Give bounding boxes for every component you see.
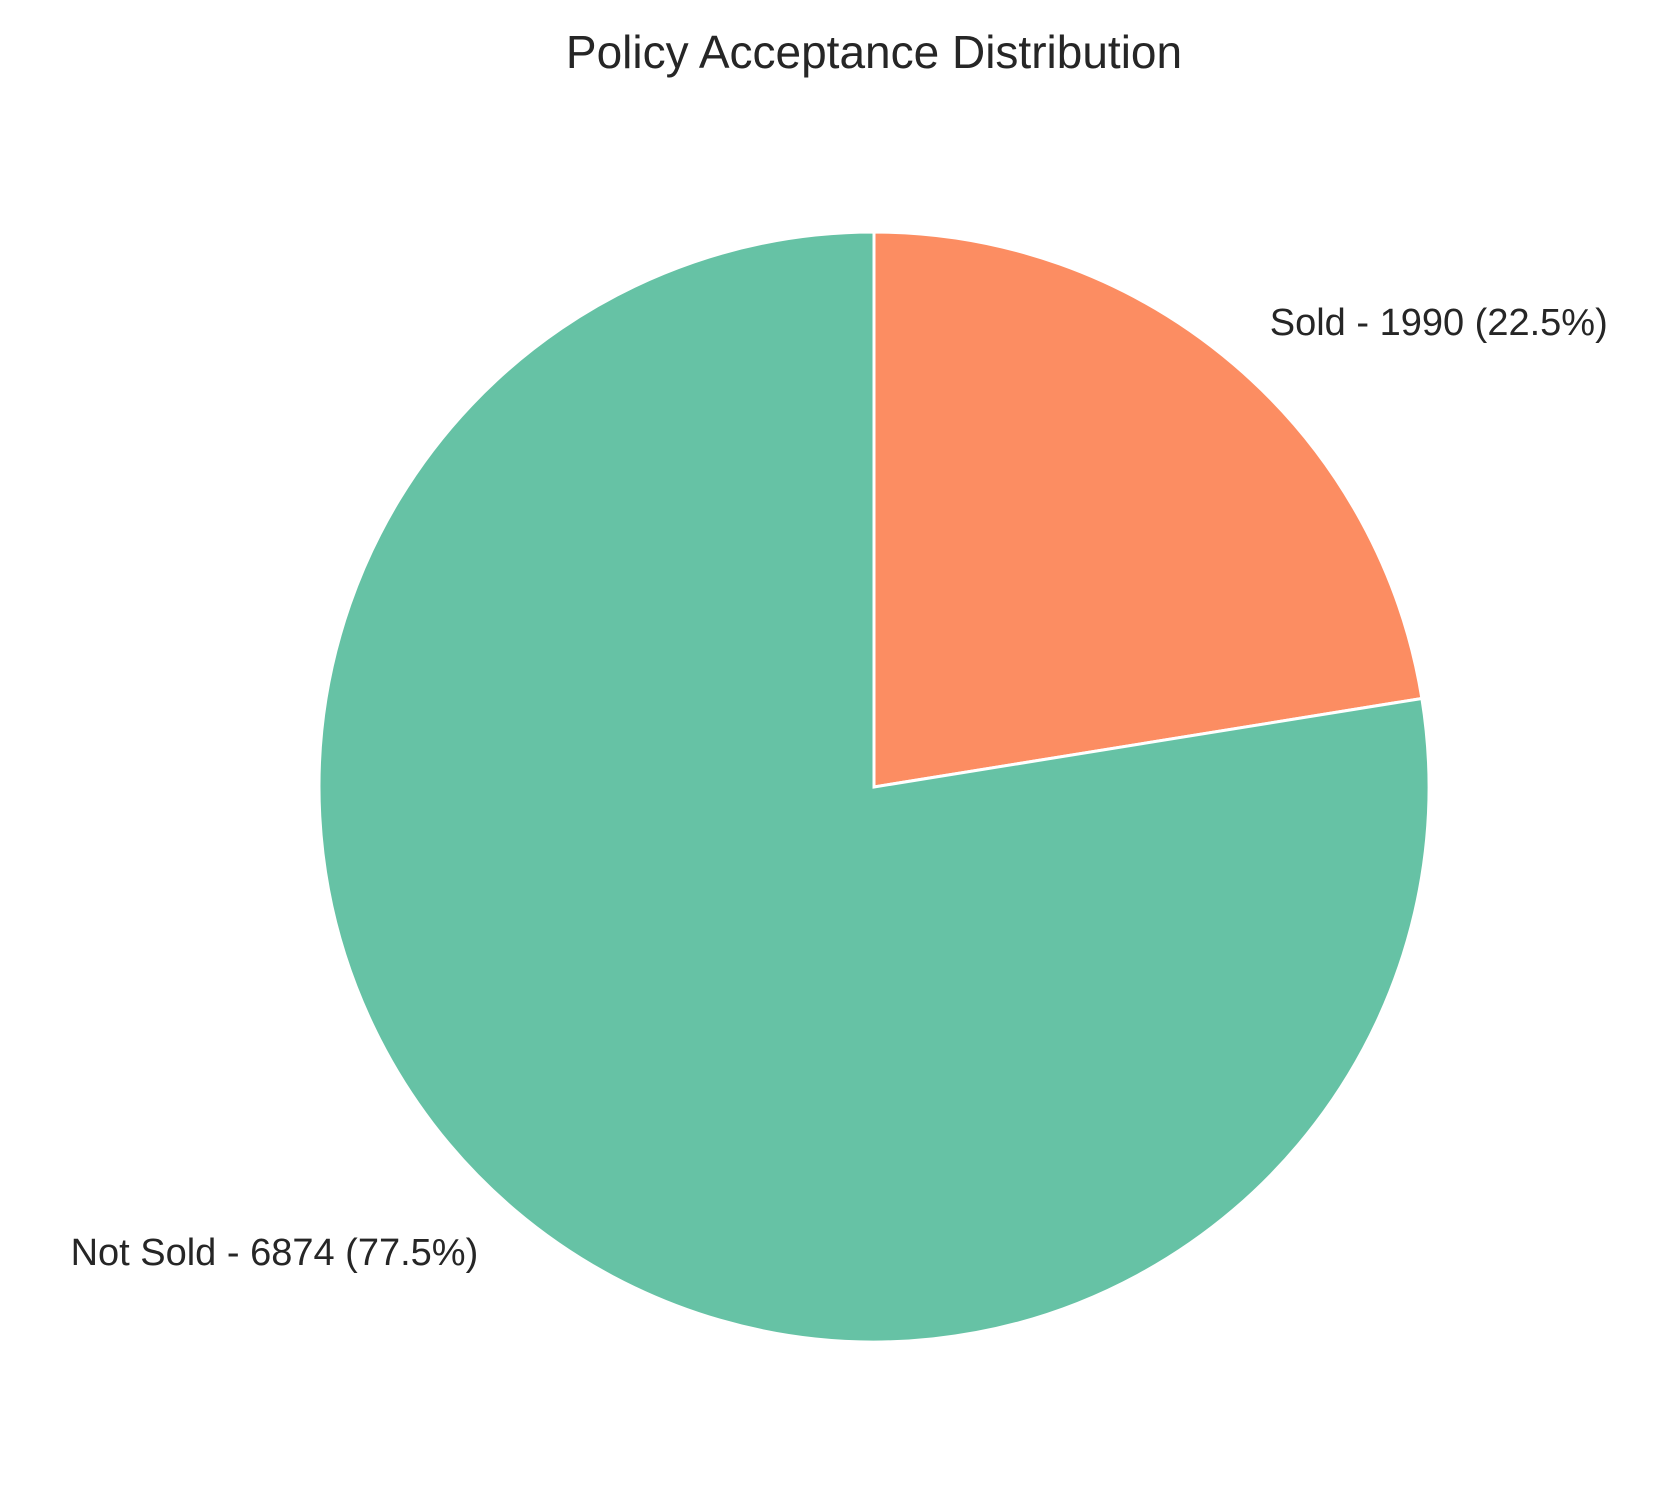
slice-label-sold: Sold - 1990 (22.5%) xyxy=(1270,302,1608,344)
chart-title: Policy Acceptance Distribution xyxy=(566,26,1182,78)
pie-slice-not-sold xyxy=(317,230,1431,1344)
slice-label-not-sold: Not Sold - 6874 (77.5%) xyxy=(71,1232,479,1274)
pie-slice-sold xyxy=(872,230,1424,789)
pie-labels: Sold - 1990 (22.5%) Not Sold - 6874 (77.5… xyxy=(71,302,1608,1274)
pie-slices xyxy=(317,230,1431,1344)
